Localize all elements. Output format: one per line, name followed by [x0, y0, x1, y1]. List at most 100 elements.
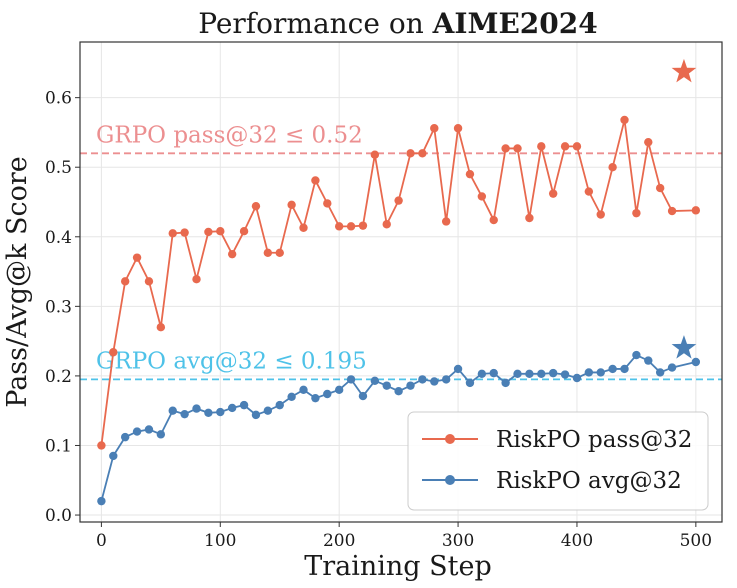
pass-point	[572, 142, 582, 151]
avg-point	[655, 368, 665, 377]
pass-point	[323, 199, 332, 208]
pass-point	[644, 137, 653, 147]
pass-point	[263, 248, 273, 257]
pass-point	[287, 200, 296, 209]
avg-point	[334, 385, 344, 395]
avg-point	[501, 378, 510, 388]
pass-point	[299, 223, 308, 232]
pass-point	[667, 206, 677, 216]
grid	[80, 42, 722, 522]
avg-point	[287, 392, 296, 401]
x-tick-label: 300	[442, 531, 474, 551]
x-tick-label: 200	[323, 531, 355, 551]
avg-point	[132, 427, 142, 436]
avg-point	[418, 375, 427, 384]
avg-point	[216, 407, 225, 417]
avg-best-star	[671, 335, 697, 359]
x-tick-label: 500	[680, 531, 712, 551]
avg-point	[644, 356, 653, 365]
pass-point	[168, 229, 177, 238]
axis-ticks: 0 100 200 300 400 500 0.0 0.1 0.2 0.3 0.4 0.5 0.6	[45, 89, 712, 551]
pass-point	[239, 227, 249, 236]
avg-point	[370, 376, 380, 385]
avg-ref-label: GRPO avg@32 ≤ 0.195	[96, 348, 367, 374]
avg-point	[453, 364, 463, 374]
chart-title: Performance on AIME2024	[198, 7, 597, 40]
avg-point	[299, 385, 308, 395]
pass-point	[537, 142, 546, 151]
pass-point	[513, 144, 522, 153]
pass-point	[180, 228, 189, 237]
pass-point	[632, 208, 641, 218]
avg-point	[358, 391, 368, 401]
pass-point	[109, 348, 118, 357]
pass-ref-label: GRPO pass@32 ≤ 0.52	[96, 122, 363, 148]
y-tick-label: 0.1	[45, 436, 72, 456]
legend-label: RiskPO pass@32	[496, 427, 692, 453]
pass-point	[406, 149, 415, 158]
pass-point	[596, 210, 605, 219]
avg-point	[620, 364, 629, 374]
pass-point	[192, 275, 201, 284]
y-tick-label: 0.0	[45, 506, 72, 526]
pass-point	[251, 201, 261, 211]
pass-point	[144, 277, 154, 286]
pass-point	[691, 206, 701, 215]
avg-point	[346, 375, 356, 384]
pass-point	[346, 222, 356, 231]
pass-point	[275, 248, 284, 257]
pass-point	[132, 253, 142, 262]
avg-point	[608, 364, 617, 374]
pass-point	[311, 176, 320, 185]
y-tick-label: 0.6	[45, 89, 72, 109]
avg-point	[406, 381, 415, 390]
series-avg	[97, 335, 701, 506]
pass-point	[216, 227, 225, 236]
avg-point	[263, 406, 273, 415]
pass-point	[525, 213, 534, 223]
pass-point	[120, 277, 130, 286]
avg-point	[584, 368, 594, 377]
avg-point	[525, 369, 534, 379]
y-tick-label: 0.3	[45, 297, 72, 317]
pass-point	[227, 249, 237, 259]
legend: RiskPO pass@32 RiskPO avg@32	[407, 411, 709, 511]
pass-point	[560, 142, 570, 151]
avg-point	[477, 369, 487, 379]
pass-point	[620, 115, 629, 125]
pass-point	[156, 323, 166, 332]
avg-point	[204, 408, 213, 417]
avg-point	[596, 368, 605, 377]
avg-point	[144, 425, 154, 434]
pass-best-star	[671, 58, 697, 83]
avg-point	[275, 400, 284, 410]
pass-point	[370, 150, 380, 159]
avg-point	[97, 496, 106, 506]
pass-point	[453, 124, 463, 133]
pass-point	[477, 192, 487, 201]
pass-point	[394, 196, 403, 205]
pass-point	[441, 217, 451, 226]
avg-point	[513, 369, 522, 379]
avg-point	[192, 404, 201, 413]
series-lines	[97, 58, 701, 506]
avg-point	[227, 403, 237, 413]
pass-point	[489, 215, 498, 225]
pass-point	[334, 222, 344, 231]
pass-point	[204, 227, 213, 237]
x-tick-label: 0	[96, 531, 107, 551]
pass-point	[97, 441, 106, 450]
avg-point	[120, 432, 130, 442]
pass-point	[501, 144, 510, 153]
pass-point	[382, 220, 391, 229]
avg-point	[323, 389, 332, 399]
pass-point	[430, 124, 439, 133]
reference-lines: GRPO pass@32 ≤ 0.52 GRPO avg@32 ≤ 0.195	[80, 122, 722, 381]
avg-point	[430, 377, 439, 386]
legend-swatch-marker	[445, 434, 455, 444]
pass-point	[418, 149, 427, 158]
y-axis-label: Pass/Avg@k Score	[2, 156, 33, 408]
avg-point	[156, 430, 166, 439]
avg-point	[239, 400, 249, 410]
legend-label: RiskPO avg@32	[496, 468, 682, 494]
